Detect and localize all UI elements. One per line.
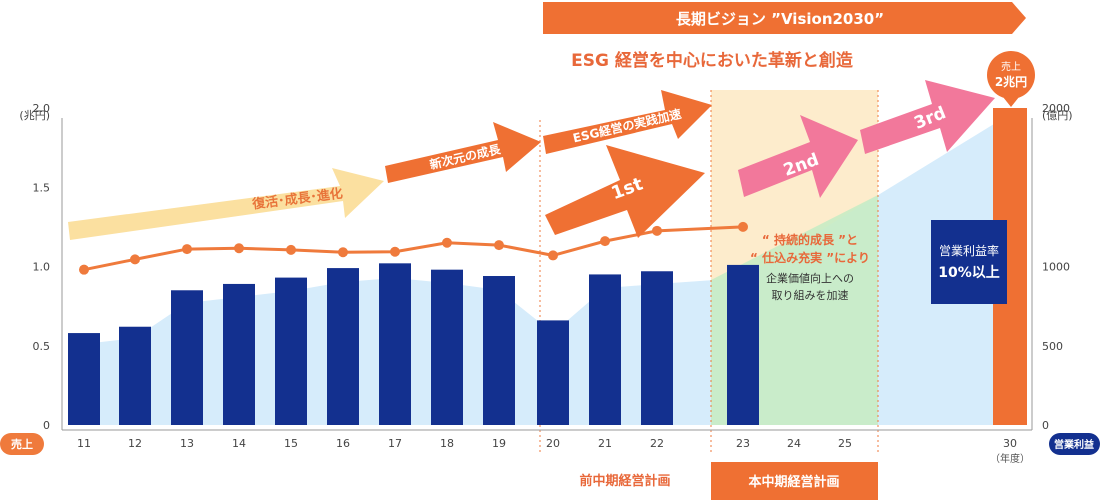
- current-plan-label: 本中期経営計画: [748, 474, 839, 490]
- x-tick-label: 19: [492, 437, 506, 450]
- step1-arrow: [545, 145, 705, 238]
- right-axis-tag: [1049, 433, 1100, 455]
- operating-profit-point: [79, 264, 89, 275]
- current-plan-tag: [711, 462, 878, 500]
- operating-profit-point: [652, 225, 662, 236]
- left-tick-label: 2.0: [33, 102, 51, 115]
- left-tick-label: 1.5: [33, 181, 51, 194]
- revenue-bar: [275, 277, 307, 425]
- revenue-bar: [431, 269, 463, 425]
- right-tick-label: 2000: [1042, 102, 1070, 115]
- x-tick-label: 18: [440, 437, 454, 450]
- revenue-bar: [379, 263, 411, 425]
- right-tick-label: 1000: [1042, 261, 1070, 274]
- operating-profit-point: [548, 250, 558, 261]
- x-tick-label: 16: [336, 437, 350, 450]
- operating-profit-point: [390, 246, 400, 257]
- margin-box-label: 営業利益率: [939, 243, 999, 258]
- operating-profit-point: [130, 254, 140, 265]
- revenue-bar: [119, 326, 151, 425]
- revenue-bar: [171, 290, 203, 425]
- left-tick-label: 0.5: [33, 340, 51, 353]
- x-tick-label: 15: [284, 437, 298, 450]
- left-tick-label: 1.0: [33, 261, 51, 274]
- vision-banner-title: 長期ビジョン ”Vision2030”: [676, 10, 884, 28]
- x-tick-label: 11: [77, 437, 91, 450]
- target-bubble-label: 売上: [1001, 60, 1021, 73]
- left-tick-labels: 0 0.5 1.0 1.5 2.0: [33, 102, 51, 432]
- vision-banner: [543, 2, 1026, 34]
- left-tick-label: 0: [43, 419, 50, 432]
- right-axis-tag-label: 営業利益: [1054, 438, 1094, 451]
- new-dimension-label: 新次元の成長: [428, 141, 503, 172]
- x-tick-label: 24: [787, 437, 801, 450]
- revival-arrow: [68, 168, 384, 240]
- target-bubble-value: 2兆円: [995, 74, 1027, 89]
- x-axis-unit: （年度）: [990, 452, 1030, 465]
- right-tick-labels: 0 500 1000 2000: [1042, 102, 1070, 432]
- revenue-bar: [641, 271, 673, 425]
- x-tick-label: 21: [598, 437, 612, 450]
- x-tick-label: 17: [388, 437, 402, 450]
- revenue-bar: [223, 283, 255, 425]
- revenue-bar: [327, 268, 359, 425]
- margin-box: [931, 220, 1007, 304]
- revenue-bar: [589, 274, 621, 425]
- operating-profit-point: [442, 237, 452, 248]
- x-tick-label: 30: [1003, 437, 1017, 450]
- target-bubble: [987, 51, 1035, 99]
- x-tick-label: 25: [838, 437, 852, 450]
- growth-note-2: “ 仕込み充実 ”により: [750, 250, 870, 265]
- x-tick-label: 23: [736, 437, 750, 450]
- revenue-bar: [68, 333, 100, 425]
- previous-plan-label: 前中期経営計画: [579, 473, 670, 489]
- revival-arrow-label: 復活･成長･進化: [250, 186, 343, 213]
- revenue-bar: [727, 264, 759, 425]
- operating-profit-point: [338, 247, 348, 258]
- revenue-bar: [483, 276, 515, 425]
- left-axis-tag-label: 売上: [11, 437, 33, 451]
- operating-profit-line: [79, 221, 748, 275]
- x-tick-label: 12: [128, 437, 142, 450]
- step3-arrow: [860, 80, 995, 154]
- esg-practice-arrow: [543, 90, 712, 154]
- growth-note-4: 取り組みを加速: [772, 289, 849, 302]
- new-dimension-arrow: [385, 122, 541, 183]
- revenue-bar: [537, 320, 569, 425]
- operating-profit-point: [494, 240, 504, 251]
- growth-note-3: 企業価値向上への: [766, 271, 854, 285]
- left-axis-unit: (兆円): [19, 109, 50, 122]
- x-tick-labels: 11 12 13 14 15 16 17 18 19 20 21 22 23 24 25 30: [77, 437, 1017, 450]
- revenue-bars: [68, 108, 1027, 425]
- target-bubble-tail: [1003, 97, 1019, 107]
- esg-practice-label: ESG経営の実践加速: [571, 106, 682, 146]
- x-tick-label: 14: [232, 437, 246, 450]
- vision-subtitle: ESG 経営を中心においた革新と創造: [571, 50, 854, 71]
- left-axis-tag: [0, 433, 44, 455]
- right-axis-unit: (億円): [1042, 109, 1073, 122]
- operating-profit-point: [234, 243, 244, 254]
- step2-arrow: [738, 115, 858, 198]
- operating-profit-point: [286, 244, 296, 255]
- operating-profit-point: [182, 244, 192, 255]
- right-tick-label: 500: [1042, 340, 1063, 353]
- x-tick-label: 20: [546, 437, 560, 450]
- operating-profit-point: [600, 236, 610, 247]
- margin-box-value: 10%以上: [938, 265, 1000, 281]
- x-tick-label: 22: [650, 437, 664, 450]
- x-tick-label: 13: [180, 437, 194, 450]
- right-tick-label: 0: [1042, 419, 1049, 432]
- operating-profit-point: [738, 221, 748, 232]
- growth-note-1: “ 持続的成長 ”と: [762, 232, 858, 247]
